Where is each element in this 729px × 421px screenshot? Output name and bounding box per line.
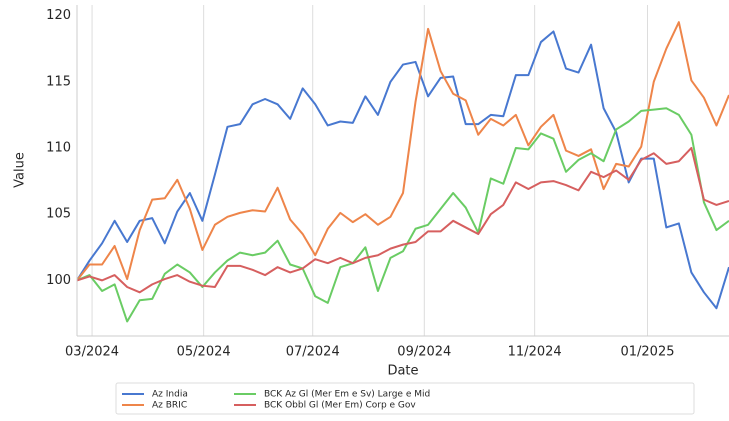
series-line (77, 107, 729, 323)
legend-box (115, 382, 695, 415)
y-tick-label: 105 (46, 207, 71, 222)
y-tick-label: 120 (46, 8, 71, 23)
x-tick-label: 05/2024 (177, 345, 231, 360)
y-tick-label: 115 (46, 74, 71, 89)
axes: 100 105 110 115 120 03/2024 05/2024 07/2024 09/2… (46, 5, 729, 360)
y-axis-label: Value (13, 152, 28, 188)
legend-label: Az BRIC (152, 401, 187, 411)
x-tick-label: 01/2025 (620, 345, 674, 360)
series-line (77, 146, 729, 294)
series-line (77, 21, 729, 282)
plot-lines (77, 21, 729, 323)
legend-label: BCK Az Gl (Mer Em e Sv) Large e Mid (264, 390, 430, 400)
x-tick-label: 03/2024 (65, 345, 119, 360)
legend-label: Az India (152, 390, 188, 400)
x-axis-label: Date (387, 364, 418, 379)
x-tick-label: 11/2024 (508, 345, 562, 360)
y-tick-label: 110 (46, 140, 71, 155)
x-tick-label: 07/2024 (286, 345, 340, 360)
y-tick-label: 100 (46, 273, 71, 288)
grid (91, 5, 648, 336)
x-tick-label: 09/2024 (397, 345, 451, 360)
legend-label: BCK Obbl Gl (Mer Em) Corp e Gov (264, 401, 416, 411)
